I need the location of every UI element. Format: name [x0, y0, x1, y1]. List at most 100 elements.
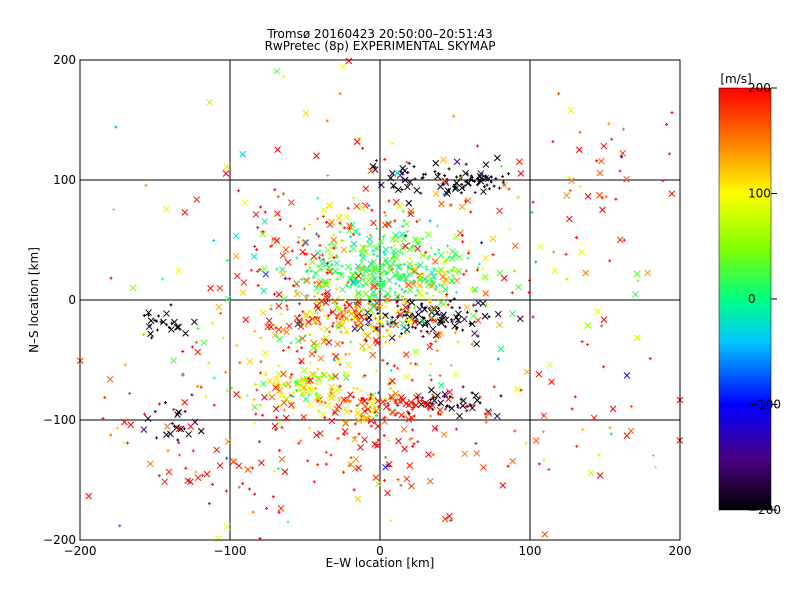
- data-point: [324, 401, 332, 409]
- data-point: [161, 478, 169, 486]
- data-point: [404, 318, 408, 322]
- data-point: [382, 434, 386, 438]
- data-point: [585, 342, 589, 346]
- y-tick-label: −200: [43, 533, 76, 547]
- data-point: [494, 310, 502, 318]
- data-point: [398, 231, 406, 238]
- data-point: [443, 275, 450, 283]
- data-point: [367, 302, 371, 306]
- data-point: [568, 189, 572, 193]
- data-point: [492, 385, 496, 389]
- data-point: [308, 361, 312, 365]
- data-point: [347, 352, 351, 356]
- data-point: [429, 325, 437, 333]
- data-point: [478, 395, 482, 399]
- data-point: [395, 366, 399, 370]
- data-point: [443, 174, 447, 178]
- data-point: [276, 336, 284, 343]
- data-point: [396, 202, 403, 210]
- data-point: [471, 303, 475, 307]
- data-point: [399, 278, 403, 282]
- data-point: [299, 335, 306, 342]
- data-point: [280, 293, 284, 297]
- data-point: [456, 405, 460, 409]
- data-point: [173, 424, 177, 428]
- data-point: [346, 206, 350, 210]
- data-point: [452, 370, 460, 378]
- data-point: [343, 309, 347, 313]
- data-point: [289, 377, 293, 381]
- x-tick-label: 100: [519, 544, 542, 558]
- data-point: [575, 146, 583, 154]
- data-point: [237, 485, 241, 489]
- data-point: [342, 374, 350, 382]
- data-point: [465, 178, 469, 182]
- data-point: [353, 138, 361, 146]
- data-point: [251, 403, 259, 411]
- data-point: [361, 146, 365, 150]
- data-point: [372, 265, 380, 272]
- data-point: [338, 92, 342, 96]
- data-point: [443, 407, 447, 411]
- data-point: [368, 300, 372, 304]
- data-point: [359, 244, 367, 251]
- data-point: [389, 246, 393, 250]
- data-point: [369, 163, 377, 170]
- data-point: [334, 387, 341, 395]
- data-point: [398, 262, 402, 266]
- data-point: [355, 267, 359, 271]
- data-point: [432, 267, 436, 271]
- data-point: [261, 349, 269, 357]
- data-point: [359, 343, 366, 350]
- data-point: [473, 340, 480, 348]
- data-point: [306, 459, 310, 463]
- data-point: [335, 277, 339, 281]
- data-point: [280, 399, 288, 407]
- data-point: [456, 253, 463, 261]
- data-point: [384, 270, 388, 274]
- data-point: [270, 243, 274, 247]
- data-point: [348, 399, 352, 403]
- data-point: [159, 320, 163, 324]
- data-point: [284, 258, 292, 266]
- data-point: [230, 386, 234, 390]
- data-point: [608, 426, 612, 430]
- data-point: [346, 310, 350, 314]
- data-point: [268, 390, 272, 394]
- data-point: [429, 378, 433, 382]
- data-point: [377, 280, 385, 288]
- data-point: [312, 480, 316, 484]
- data-point: [393, 274, 397, 278]
- data-point: [411, 428, 415, 432]
- data-point: [513, 269, 517, 273]
- data-point: [302, 395, 310, 403]
- data-point: [535, 370, 543, 378]
- data-point: [432, 331, 440, 339]
- data-point: [362, 248, 370, 256]
- data-point: [377, 281, 381, 285]
- data-point: [390, 182, 397, 189]
- x-tick-label: −200: [64, 544, 97, 558]
- data-point: [629, 404, 633, 408]
- data-point: [381, 334, 385, 338]
- data-point: [661, 179, 665, 183]
- data-point: [259, 403, 263, 407]
- data-point: [668, 190, 676, 198]
- data-point: [274, 428, 278, 432]
- data-point: [513, 429, 517, 433]
- data-point: [399, 319, 406, 327]
- data-point: [430, 402, 434, 406]
- data-point: [385, 362, 389, 366]
- data-point: [373, 420, 377, 424]
- data-point: [469, 210, 473, 214]
- data-point: [223, 523, 231, 531]
- data-point: [461, 315, 468, 323]
- data-point: [332, 358, 336, 362]
- data-point: [425, 451, 432, 458]
- data-point: [442, 318, 446, 322]
- data-point: [335, 304, 339, 308]
- data-point: [437, 381, 445, 389]
- data-point: [313, 281, 317, 285]
- data-point: [328, 383, 335, 391]
- data-point: [441, 286, 449, 293]
